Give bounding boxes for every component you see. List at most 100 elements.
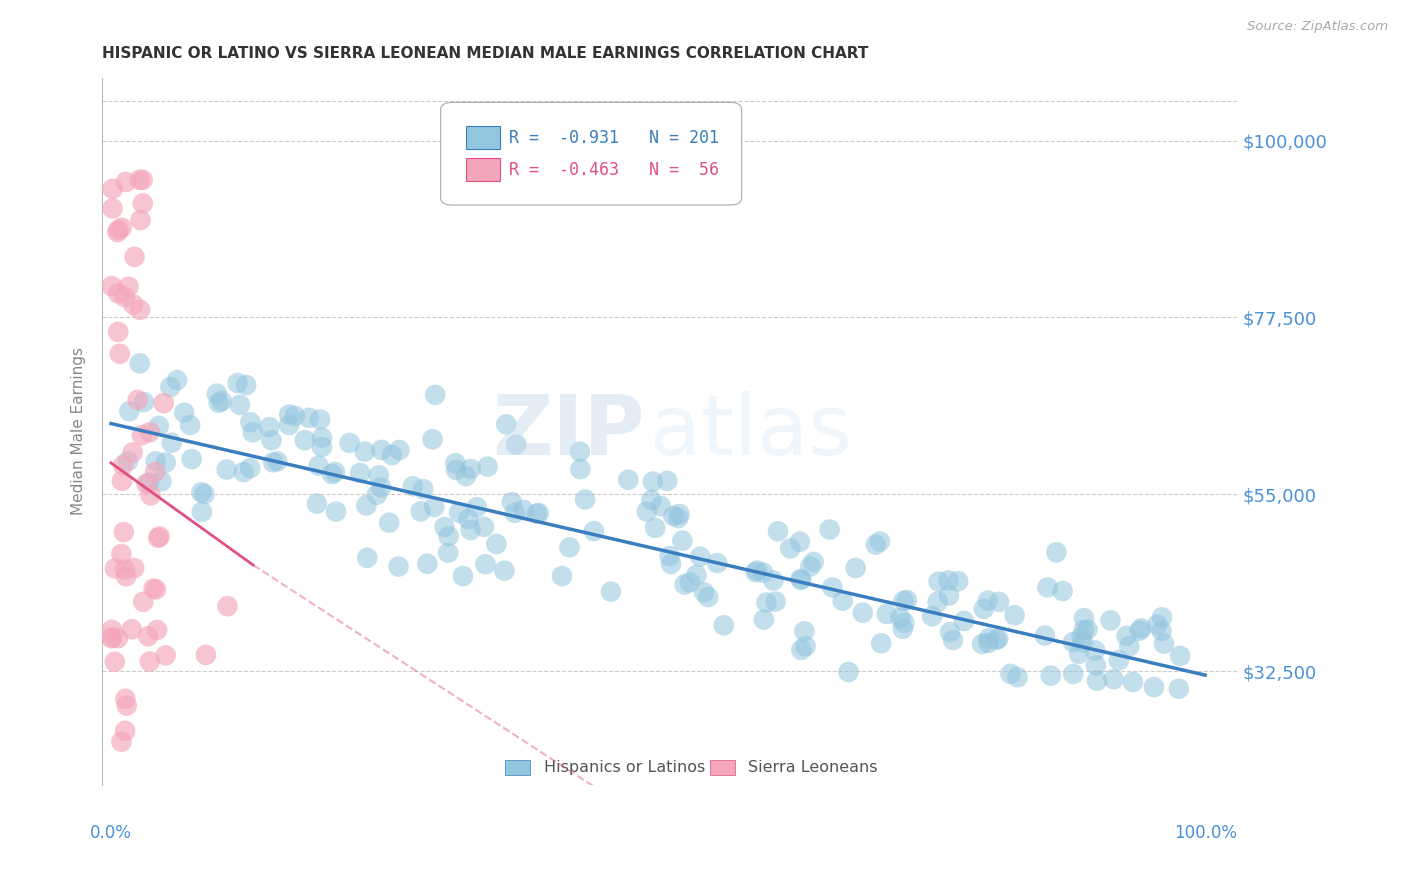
Point	[953, 614, 976, 628]
Point	[138, 475, 160, 490]
Point	[693, 585, 716, 599]
Point	[173, 406, 195, 420]
Point	[779, 541, 801, 556]
Point	[321, 467, 343, 482]
Point	[370, 481, 392, 495]
Point	[818, 523, 841, 537]
Point	[870, 636, 893, 650]
Point	[145, 582, 167, 597]
Point	[122, 297, 145, 311]
Point	[180, 452, 202, 467]
Bar	[505, 760, 530, 775]
Text: Hispanics or Latinos: Hispanics or Latinos	[544, 760, 706, 775]
Point	[101, 631, 124, 645]
Point	[114, 290, 136, 304]
Point	[143, 465, 166, 479]
Point	[977, 593, 1000, 607]
Point	[1130, 622, 1153, 636]
Point	[179, 418, 201, 433]
Point	[697, 590, 720, 604]
Text: ZIP: ZIP	[492, 391, 645, 472]
Point	[790, 573, 813, 587]
Point	[755, 596, 778, 610]
Point	[444, 456, 467, 470]
Point	[217, 599, 239, 614]
Point	[679, 575, 702, 590]
Point	[1073, 623, 1095, 637]
Point	[101, 202, 124, 216]
Point	[298, 410, 321, 425]
Point	[356, 550, 378, 565]
Point	[1085, 673, 1108, 688]
Point	[582, 524, 605, 538]
Point	[659, 557, 682, 571]
Point	[852, 606, 875, 620]
Point	[148, 418, 170, 433]
Point	[425, 388, 447, 402]
Point	[409, 504, 432, 518]
Point	[160, 435, 183, 450]
Point	[121, 445, 143, 459]
Point	[284, 409, 307, 423]
Text: R =  -0.463   N =  56: R = -0.463 N = 56	[509, 161, 718, 178]
Point	[114, 691, 136, 706]
Text: atlas: atlas	[650, 391, 852, 472]
Point	[155, 648, 177, 663]
Point	[485, 537, 508, 551]
Point	[112, 458, 135, 472]
Point	[1150, 624, 1173, 638]
Point	[1099, 614, 1122, 628]
Point	[127, 392, 149, 407]
Point	[194, 648, 217, 662]
Point	[988, 595, 1011, 609]
Point	[235, 378, 257, 392]
Point	[138, 655, 160, 669]
Point	[973, 602, 995, 616]
Point	[503, 506, 526, 520]
Point	[921, 609, 943, 624]
Point	[122, 561, 145, 575]
Point	[889, 611, 911, 625]
Point	[117, 454, 139, 468]
Point	[1007, 670, 1029, 684]
Point	[101, 623, 124, 637]
Point	[132, 595, 155, 609]
Point	[505, 437, 527, 451]
Point	[229, 398, 252, 412]
Point	[447, 506, 470, 520]
Point	[1062, 635, 1084, 649]
Point	[353, 444, 375, 458]
Point	[135, 476, 157, 491]
Text: 0.0%: 0.0%	[90, 824, 132, 842]
Point	[821, 581, 844, 595]
Point	[309, 412, 332, 426]
Point	[155, 455, 177, 469]
Point	[129, 213, 152, 227]
Point	[666, 511, 689, 525]
Point	[465, 500, 488, 514]
Point	[845, 561, 868, 575]
Point	[311, 440, 333, 454]
Point	[793, 624, 815, 639]
Point	[139, 488, 162, 502]
Point	[837, 665, 859, 679]
Point	[893, 615, 915, 630]
Point	[356, 499, 378, 513]
Point	[104, 561, 127, 575]
Point	[152, 396, 174, 410]
Point	[107, 325, 129, 339]
Point	[658, 549, 681, 563]
Point	[190, 485, 212, 500]
Point	[107, 225, 129, 239]
Point	[474, 558, 496, 572]
Bar	[710, 760, 735, 775]
Point	[1146, 617, 1168, 632]
Point	[501, 495, 523, 509]
Point	[558, 541, 581, 555]
Point	[1102, 672, 1125, 686]
Y-axis label: Median Male Earnings: Median Male Earnings	[72, 347, 86, 516]
Point	[259, 420, 281, 434]
Point	[366, 488, 388, 502]
Point	[512, 503, 534, 517]
Point	[311, 431, 333, 445]
